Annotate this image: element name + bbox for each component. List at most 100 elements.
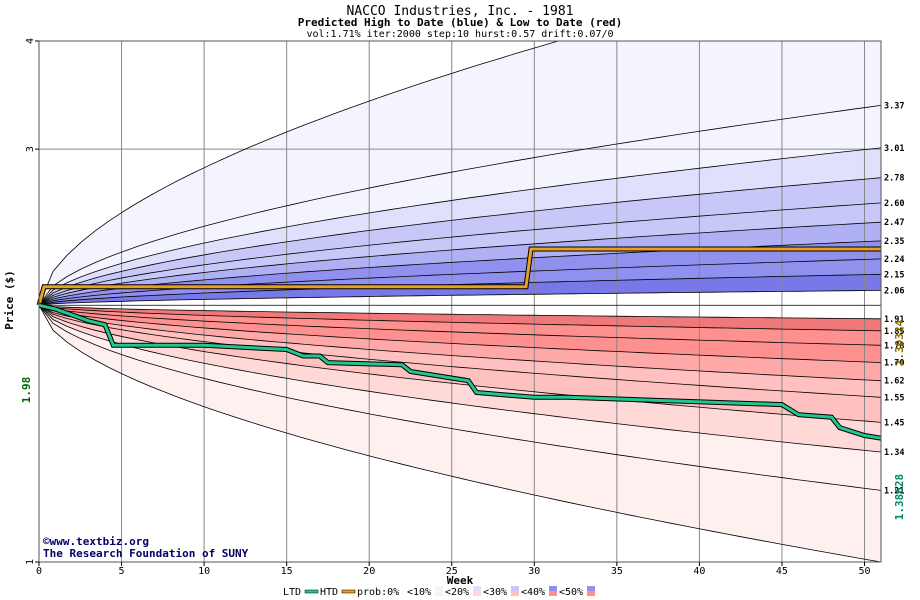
y-axis-ticks: 1 3 4 xyxy=(25,38,39,565)
x-tick-label: 30 xyxy=(528,566,540,577)
legend-htd-swatch xyxy=(341,589,356,594)
legend-band-3: <30% xyxy=(483,587,507,598)
series-lines xyxy=(36,246,882,441)
curve-end-label: 1.78 xyxy=(884,341,904,351)
legend-htd: HTD xyxy=(320,587,338,598)
x-tick-label: 25 xyxy=(446,566,458,577)
curve-end-label: 1.62 xyxy=(884,377,904,387)
y-tick-label: 3 xyxy=(25,146,36,152)
legend-band-4: <40% xyxy=(521,587,545,598)
chart-subtitle: Predicted High to Date (blue) & Low to D… xyxy=(298,16,623,29)
blue-band-0 xyxy=(39,41,881,306)
quantile-curve xyxy=(39,41,560,306)
x-axis-ticks: 0 5 10 15 20 25 30 35 40 45 50 xyxy=(36,562,871,577)
curve-end-label: 1.21 xyxy=(884,486,904,496)
curve-end-label: 2.24 xyxy=(884,255,904,265)
x-axis-label: Week xyxy=(447,574,474,587)
quantile-curve xyxy=(39,305,881,491)
right-labels: 3.37 3.01 2.78 2.60 2.47 2.35 2.24 2.15 2.06 1.91… xyxy=(884,101,904,496)
legend-swatch-red xyxy=(511,591,519,596)
curve-end-label: 2.78 xyxy=(884,174,904,184)
legend-band-1: <10% xyxy=(407,587,431,598)
legend-band-2: <20% xyxy=(445,587,469,598)
legend-ltd: LTD xyxy=(283,587,301,598)
legend-swatch-red xyxy=(587,591,595,596)
y-tick-label: 1 xyxy=(25,559,36,565)
legend-swatch-blue xyxy=(435,586,443,591)
quantile-curve xyxy=(39,147,881,306)
legend-swatch-blue xyxy=(473,586,481,591)
curve-end-label: 2.06 xyxy=(884,286,904,296)
red-band-1 xyxy=(39,305,881,491)
blue-band-2 xyxy=(39,147,881,306)
red-band-6 xyxy=(39,305,881,363)
curve-end-label: 3.01 xyxy=(884,144,904,154)
probability-bands xyxy=(39,41,881,562)
legend-swatch-blue xyxy=(549,586,557,591)
x-tick-label: 20 xyxy=(363,566,375,577)
curve-end-label: 1.55 xyxy=(884,393,904,403)
legend-swatch-red xyxy=(435,591,443,596)
credit-site: ©www.textbiz.org xyxy=(43,535,149,548)
ltd-final-label: 1.38628 xyxy=(893,474,906,520)
quantile-curve xyxy=(39,304,881,332)
legend: LTD HTD prob:0% <10% <20% <30% <40% <50% xyxy=(283,586,595,598)
curve-end-label: 1.85 xyxy=(884,327,904,337)
y-tick-label: 4 xyxy=(25,38,36,44)
quantile-curve xyxy=(39,105,881,306)
legend-swatch-red xyxy=(549,591,557,596)
credit-org: The Research Foundation of SUNY xyxy=(43,547,249,560)
quantile-curve xyxy=(39,305,881,562)
x-tick-label: 35 xyxy=(611,566,623,577)
quantile-curve xyxy=(39,304,881,346)
chart-params: vol:1.71% iter:2000 step:10 hurst:0.57 d… xyxy=(306,29,613,40)
quantile-curve xyxy=(39,202,881,306)
curve-end-label: 2.15 xyxy=(884,270,904,280)
blue-band-7 xyxy=(39,258,881,306)
red-band-2 xyxy=(39,305,881,452)
x-tick-label: 0 xyxy=(36,566,42,577)
legend-swatch-blue xyxy=(587,586,595,591)
legend-prob: prob:0% xyxy=(357,587,399,598)
curve-end-label: 1.34 xyxy=(884,448,904,458)
blue-band-8 xyxy=(39,274,881,306)
quantile-curve xyxy=(39,304,881,320)
legend-ltd-swatch xyxy=(304,589,319,594)
red-band-4 xyxy=(39,305,881,398)
blue-band-5 xyxy=(39,222,881,306)
curve-end-label: 1.45 xyxy=(884,418,904,428)
x-tick-label: 10 xyxy=(198,566,210,577)
legend-band-5: <50% xyxy=(559,587,583,598)
legend-swatch-red xyxy=(473,591,481,596)
blue-band-6 xyxy=(39,240,881,306)
curve-end-label: 2.47 xyxy=(884,218,904,228)
quantile-curve xyxy=(39,221,881,306)
curve-end-label: 2.60 xyxy=(884,199,904,209)
x-tick-label: 40 xyxy=(693,566,705,577)
blue-band-4 xyxy=(39,202,881,306)
quantile-curve xyxy=(39,304,881,363)
y-axis-label: Price ($) xyxy=(3,270,16,330)
curve-end-label: 1.70 xyxy=(884,359,904,369)
plot-frame xyxy=(38,40,882,563)
red-band-5 xyxy=(39,305,881,381)
blue-band-3 xyxy=(39,177,881,306)
curve-end-label: 3.37 xyxy=(884,101,904,111)
start-price-label: 1.98 xyxy=(20,377,33,404)
quantile-curve xyxy=(39,177,881,306)
x-tick-label: 45 xyxy=(776,566,788,577)
quantile-curve xyxy=(39,304,881,398)
red-band-3 xyxy=(39,305,881,423)
x-tick-label: 5 xyxy=(119,566,125,577)
chart-title: NACCO Industries, Inc. - 1981 xyxy=(347,4,574,19)
red-band-7 xyxy=(39,305,881,346)
curve-end-label: 1.91 xyxy=(884,315,904,325)
htd-final-label: 2.30324 xyxy=(893,319,906,366)
ltd-line xyxy=(38,303,882,440)
legend-swatch-blue xyxy=(511,586,519,591)
blue-band-1 xyxy=(39,105,881,306)
quantile-curve xyxy=(39,305,881,453)
htd-line xyxy=(37,247,881,306)
quantile-curve xyxy=(39,304,881,382)
